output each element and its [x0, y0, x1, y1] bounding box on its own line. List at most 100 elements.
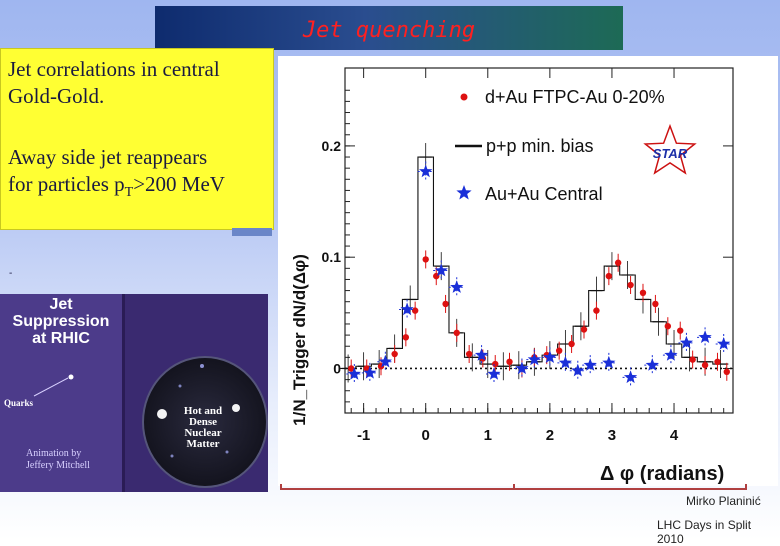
- text-dash: -: [9, 268, 13, 279]
- quarks-label: Quarks: [4, 398, 34, 408]
- legend-label: p+p min. bias: [486, 136, 594, 156]
- legend-label: Au+Au Central: [485, 184, 603, 204]
- star-logo-text: STAR: [653, 146, 688, 161]
- dau-point: [492, 360, 499, 368]
- auau-point: [583, 358, 597, 371]
- animation-divider: [122, 294, 125, 492]
- dau-point: [568, 340, 575, 348]
- footer-tick-right: [745, 484, 747, 490]
- legend-label: d+Au FTPC-Au 0-20%: [485, 87, 665, 107]
- text-line-4: for particles pT>200 MeV: [8, 172, 225, 205]
- dau-point: [677, 327, 684, 334]
- credit-line-2: Jeffery Mitchell: [26, 460, 90, 471]
- auau-point: [527, 352, 541, 366]
- dau-point: [605, 272, 613, 280]
- footer-event: LHC Days in Split 2010: [657, 518, 752, 546]
- x-tick-label: 2: [546, 427, 554, 444]
- y-tick-label: 0.1: [322, 249, 342, 265]
- animation-title-line-3: at RHIC: [32, 330, 90, 347]
- dau-point: [422, 256, 429, 263]
- legend-dau-marker: [460, 93, 468, 101]
- dau-point: [593, 307, 600, 314]
- animation-credit: Animation by Jeffery Mitchell: [26, 448, 90, 472]
- dau-point: [652, 300, 659, 308]
- nucleus-label: Hot and Dense Nuclear Matter: [170, 406, 236, 450]
- dau-point: [411, 307, 419, 314]
- auau-point: [347, 367, 361, 380]
- dau-point: [580, 326, 588, 333]
- dau-point: [442, 300, 449, 308]
- auau-point: [515, 361, 529, 375]
- dau-point: [614, 259, 622, 266]
- decor-strip: [232, 228, 272, 236]
- nucleus-line-3: Nuclear: [184, 427, 222, 439]
- dau-point: [506, 358, 513, 366]
- text-box: Jet correlations in central Gold-Gold. A…: [0, 48, 274, 279]
- nucleus-particles: [157, 364, 240, 458]
- nucleus-line-2: Dense: [188, 416, 218, 428]
- auau-point: [543, 350, 557, 363]
- nucleus-line-4: Matter: [186, 438, 220, 450]
- dau-point: [689, 356, 696, 363]
- nucleus-line-1: Hot and: [183, 405, 223, 417]
- text-line-3: Away side jet reappears: [8, 145, 208, 169]
- credit-line-1: Animation by: [26, 448, 82, 459]
- auau-point: [571, 363, 585, 377]
- dau-point: [453, 329, 460, 337]
- dau-point: [555, 347, 563, 354]
- quark-arrow: [33, 374, 74, 397]
- x-tick-label: 3: [608, 427, 616, 444]
- legend-auau-marker: [456, 185, 472, 200]
- auau-point: [664, 348, 678, 361]
- dau-point: [348, 365, 355, 372]
- nucleus-circle: [142, 356, 268, 488]
- x-tick-label: 0: [422, 427, 430, 444]
- auau-point: [378, 354, 392, 368]
- auau-point: [400, 302, 414, 316]
- y-tick-label: 0.2: [322, 138, 342, 154]
- dau-point: [391, 350, 398, 358]
- dau-point: [465, 350, 473, 358]
- animation-title-line-2: Suppression: [12, 313, 110, 330]
- dau-point: [402, 334, 410, 341]
- auau-point: [717, 337, 731, 350]
- auau-point: [450, 280, 464, 293]
- animation-image: Jet Suppression at RHIC Quarks Animation…: [0, 294, 268, 492]
- dau-point: [627, 281, 634, 289]
- text-line-1: Jet correlations in central: [8, 57, 220, 81]
- footer-tick-mid: [513, 484, 515, 490]
- y-tick-label: 0: [333, 360, 341, 376]
- dau-point: [714, 358, 721, 366]
- dau-point: [639, 289, 647, 297]
- text-line-4-end: >200 MeV: [133, 172, 225, 196]
- auau-point: [623, 370, 638, 384]
- auau-point: [434, 263, 448, 277]
- dau-point: [723, 368, 730, 376]
- animation-title: Jet Suppression at RHIC: [0, 296, 122, 347]
- animation-title-line-1: Jet: [49, 296, 73, 313]
- x-axis-label: Δ φ (radians): [600, 463, 724, 485]
- x-tick-label: 4: [670, 427, 679, 444]
- animation-left-panel: [0, 294, 122, 492]
- footer-tick-left: [280, 484, 282, 490]
- dau-point: [664, 322, 672, 330]
- auau-point: [363, 365, 377, 379]
- text-line-4-start: for particles p: [8, 172, 125, 196]
- slide-title: Jet quenching: [302, 18, 476, 43]
- dau-point: [701, 361, 709, 369]
- auau-point: [487, 367, 501, 380]
- auau-point: [558, 355, 572, 369]
- title-bar: Jet quenching: [155, 6, 623, 50]
- y-axis-label: 1/N_Trigger dN/d(Δφ): [290, 254, 309, 426]
- x-tick-label: -1: [357, 427, 370, 444]
- pt-subscript: T: [124, 185, 134, 201]
- star-logo-outline: [643, 123, 697, 175]
- auau-point: [645, 358, 659, 371]
- auau-point: [602, 355, 616, 369]
- star-logo: STAR: [643, 123, 697, 175]
- auau-point: [679, 335, 694, 349]
- auau-point: [698, 330, 712, 343]
- auau-point: [474, 348, 489, 361]
- auau-point: [419, 164, 433, 178]
